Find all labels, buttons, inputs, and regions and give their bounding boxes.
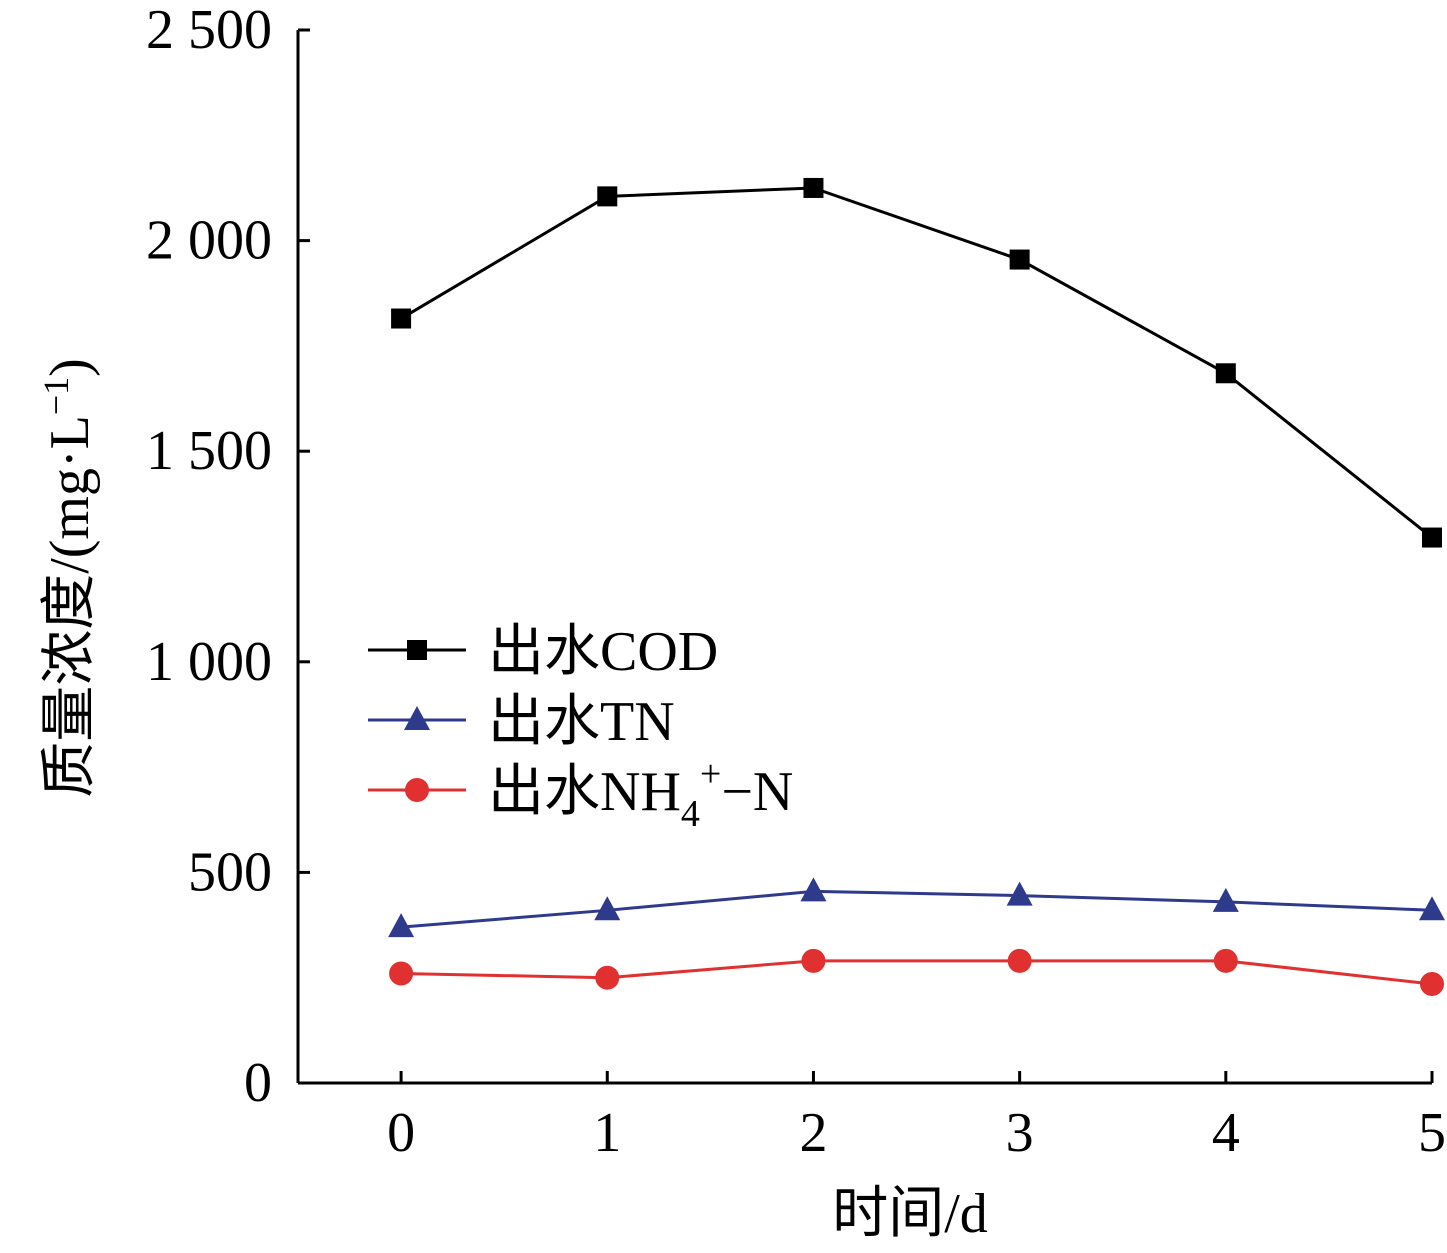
legend-marker bbox=[404, 706, 430, 730]
x-tick-label: 4 bbox=[1212, 1102, 1240, 1164]
data-point bbox=[594, 896, 621, 921]
x-axis-title: 时间/d bbox=[832, 1183, 988, 1245]
legend-entry: 出水TN bbox=[368, 691, 675, 753]
x-tick-label: 0 bbox=[387, 1102, 415, 1164]
y-tick-label: 1 000 bbox=[146, 631, 272, 693]
series-line bbox=[401, 959, 1433, 986]
y-tick-label: 2 500 bbox=[146, 0, 272, 61]
x-tick-label: 2 bbox=[799, 1102, 827, 1164]
data-point bbox=[803, 177, 824, 198]
y-axis-title-tail: ) bbox=[39, 358, 101, 377]
y-tick-label: 500 bbox=[188, 841, 272, 903]
series-layer bbox=[388, 177, 1445, 997]
data-point bbox=[1213, 948, 1238, 973]
data-point bbox=[1419, 896, 1445, 921]
legend-label: 出水TN bbox=[488, 691, 675, 753]
legend-label: 出水NH4+−N bbox=[488, 753, 793, 835]
x-tick-label: 5 bbox=[1418, 1102, 1446, 1164]
legend-marker bbox=[405, 778, 429, 802]
series-1 bbox=[388, 877, 1445, 938]
y-tick-label: 1 500 bbox=[146, 420, 272, 482]
data-point bbox=[391, 308, 412, 329]
data-point bbox=[1422, 527, 1442, 548]
series-line bbox=[400, 889, 1433, 929]
data-point bbox=[1420, 972, 1444, 997]
series-line bbox=[400, 186, 1433, 539]
y-axis-title-sup: −1 bbox=[36, 377, 76, 415]
data-point bbox=[801, 948, 826, 973]
data-point bbox=[1007, 948, 1032, 973]
y-tick-label: 0 bbox=[244, 1052, 272, 1114]
data-point bbox=[1006, 881, 1033, 906]
data-point bbox=[800, 877, 827, 902]
x-tick-label: 1 bbox=[593, 1102, 621, 1164]
legend-marker bbox=[407, 640, 427, 660]
data-point bbox=[1212, 887, 1239, 912]
legend-label: 出水COD bbox=[488, 621, 718, 683]
data-point bbox=[1009, 249, 1030, 270]
legend-entry: 出水NH4+−N bbox=[368, 753, 793, 835]
y-axis-title-main: 质量浓度/(mg·L bbox=[39, 415, 101, 798]
legend-entry: 出水COD bbox=[368, 621, 718, 683]
data-point bbox=[595, 965, 620, 990]
data-point bbox=[388, 913, 415, 938]
series-2 bbox=[389, 948, 1444, 997]
x-tick-label: 3 bbox=[1006, 1102, 1034, 1164]
data-point bbox=[389, 961, 414, 986]
y-axis-title: 质量浓度/(mg·L−1) bbox=[36, 358, 101, 798]
series-0 bbox=[391, 177, 1442, 548]
data-point bbox=[597, 186, 618, 207]
axes: 0 500 1 000 1 500 2 000 2 500 0 1 2 3 4 5 bbox=[146, 0, 1446, 1164]
y-tick-label: 2 000 bbox=[146, 210, 272, 272]
data-point bbox=[1215, 363, 1236, 384]
